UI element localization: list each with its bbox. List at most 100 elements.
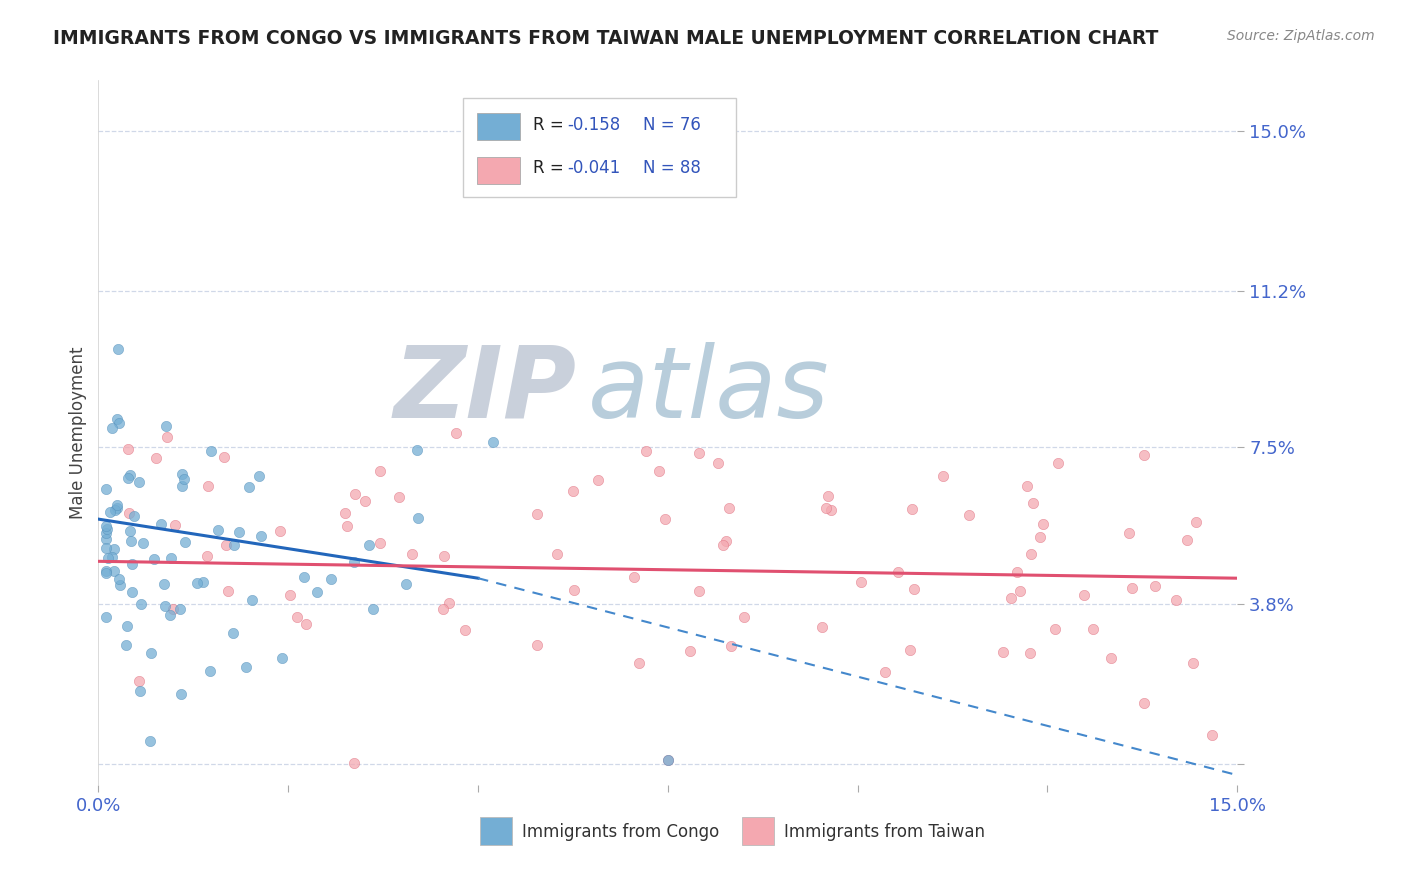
Point <box>108 578 131 592</box>
Point <box>1047 456 1070 470</box>
Point <box>714 533 737 548</box>
Point <box>901 501 924 516</box>
Point <box>224 538 246 552</box>
Point <box>1022 496 1045 510</box>
Point <box>292 570 315 584</box>
Point <box>343 555 366 569</box>
Point <box>155 599 177 613</box>
Point <box>718 500 741 515</box>
Point <box>1118 526 1140 541</box>
Point <box>98 505 121 519</box>
Point <box>388 491 411 505</box>
Point <box>172 479 194 493</box>
Point <box>114 638 136 652</box>
Point <box>101 550 124 565</box>
Point <box>368 464 391 478</box>
FancyBboxPatch shape <box>479 817 512 845</box>
Text: atlas: atlas <box>588 342 830 439</box>
Point <box>1185 516 1208 530</box>
Point <box>1029 530 1052 544</box>
Point <box>212 450 235 464</box>
Point <box>107 342 129 356</box>
Point <box>200 443 222 458</box>
Text: Immigrants from Taiwan: Immigrants from Taiwan <box>785 823 986 841</box>
Point <box>94 566 117 581</box>
Point <box>142 552 165 566</box>
Point <box>118 468 141 483</box>
Point <box>1201 728 1223 742</box>
Point <box>564 583 586 598</box>
Point <box>811 620 834 634</box>
Point <box>159 551 181 566</box>
Point <box>117 442 139 456</box>
Point <box>1081 622 1104 636</box>
Point <box>688 583 710 598</box>
Point <box>586 473 609 487</box>
Point <box>526 638 548 652</box>
Point <box>242 593 264 607</box>
Point <box>546 547 568 561</box>
Point <box>118 506 141 520</box>
Point <box>128 674 150 689</box>
Point <box>711 538 734 552</box>
Point <box>118 524 141 538</box>
Point <box>222 626 245 640</box>
Point <box>1099 651 1122 665</box>
Point <box>444 425 467 440</box>
Point <box>121 584 143 599</box>
Point <box>733 609 755 624</box>
Point <box>1032 516 1054 531</box>
Point <box>1005 565 1028 579</box>
Point <box>94 518 117 533</box>
Point <box>406 510 429 524</box>
Point <box>170 687 193 701</box>
Point <box>707 456 730 470</box>
Point <box>820 503 842 517</box>
Point <box>432 602 454 616</box>
Point <box>1182 656 1205 670</box>
Point <box>354 494 377 508</box>
Point <box>195 549 218 563</box>
FancyBboxPatch shape <box>742 817 773 845</box>
Point <box>105 500 128 515</box>
Point <box>107 572 129 586</box>
Point <box>94 541 117 555</box>
Text: -0.041: -0.041 <box>568 160 621 178</box>
Point <box>1019 646 1042 660</box>
Point <box>1008 584 1031 599</box>
Point <box>368 536 391 550</box>
Point <box>104 503 127 517</box>
Point <box>193 574 215 589</box>
Point <box>720 639 742 653</box>
Point <box>103 541 125 556</box>
Point <box>96 522 118 536</box>
Point <box>235 660 257 674</box>
Point <box>1019 547 1042 561</box>
Point <box>107 417 129 431</box>
Point <box>94 525 117 540</box>
Point <box>433 549 456 563</box>
Text: IMMIGRANTS FROM CONGO VS IMMIGRANTS FROM TAIWAN MALE UNEMPLOYMENT CORRELATION CH: IMMIGRANTS FROM CONGO VS IMMIGRANTS FROM… <box>53 29 1159 47</box>
Point <box>200 665 222 679</box>
Point <box>343 487 366 501</box>
Point <box>359 539 381 553</box>
Text: N = 88: N = 88 <box>643 160 700 178</box>
Point <box>173 472 195 486</box>
Point <box>186 576 208 591</box>
Point <box>401 547 423 561</box>
Text: N = 76: N = 76 <box>643 116 700 134</box>
Point <box>103 564 125 578</box>
Point <box>678 644 700 658</box>
Point <box>101 421 124 435</box>
Point <box>1015 479 1038 493</box>
Point <box>207 523 229 537</box>
Text: R =: R = <box>533 160 569 178</box>
Point <box>145 451 167 466</box>
Point <box>454 623 477 637</box>
Point <box>94 565 117 579</box>
Point <box>903 582 925 596</box>
Text: R =: R = <box>533 116 569 134</box>
Point <box>851 575 873 590</box>
Point <box>627 657 650 671</box>
Point <box>1133 448 1156 462</box>
